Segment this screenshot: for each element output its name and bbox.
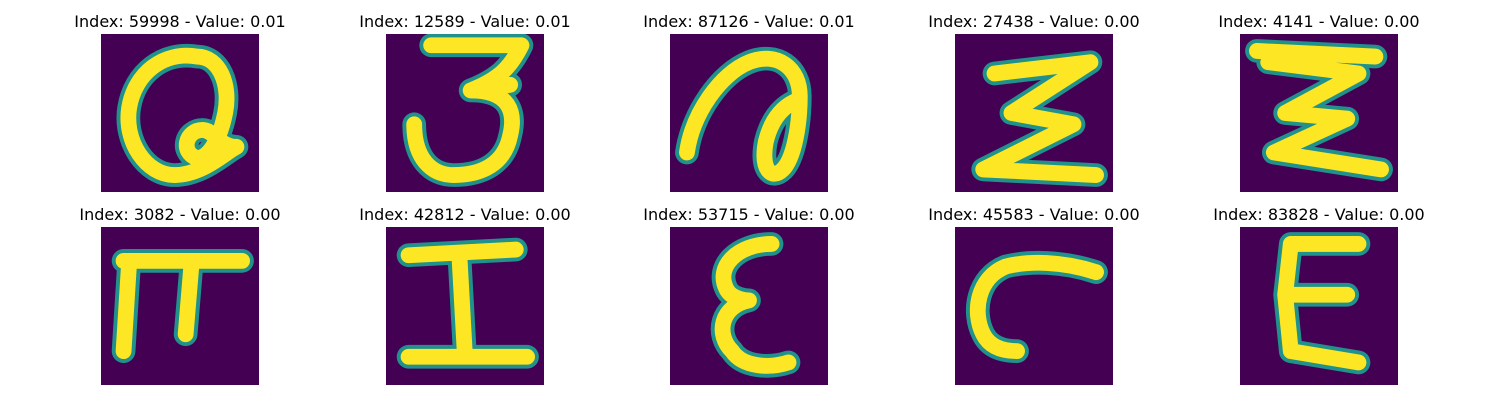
panel-3: Index: 87126 - Value: 0.01	[624, 12, 874, 192]
panel-8: Index: 53715 - Value: 0.00	[624, 205, 874, 385]
digit-image	[386, 34, 544, 192]
panel-5: Index: 4141 - Value: 0.00	[1194, 12, 1444, 192]
digit-image	[955, 227, 1113, 385]
panel-title: Index: 12589 - Value: 0.01	[359, 12, 571, 31]
digit-image	[955, 34, 1113, 192]
digit-image	[1240, 227, 1398, 385]
digit-image	[670, 227, 828, 385]
epsilon-icon	[1273, 232, 1371, 375]
panel-7: Index: 42812 - Value: 0.00	[340, 205, 590, 385]
sigma-icon	[1245, 39, 1393, 182]
capital-i-icon	[396, 237, 539, 369]
panel-10: Index: 83828 - Value: 0.00	[1194, 205, 1444, 385]
panel-title: Index: 87126 - Value: 0.01	[643, 12, 855, 31]
a-tail-icon	[675, 46, 812, 186]
digit-image	[101, 34, 259, 192]
panel-6: Index: 3082 - Value: 0.00	[55, 205, 305, 385]
panel-title: Index: 45583 - Value: 0.00	[928, 205, 1140, 224]
panel-title: Index: 27438 - Value: 0.00	[928, 12, 1140, 31]
panel-title: Index: 59998 - Value: 0.01	[74, 12, 286, 31]
digit-image	[1240, 34, 1398, 192]
panel-title: Index: 4141 - Value: 0.00	[1218, 12, 1420, 31]
panel-4: Index: 27438 - Value: 0.00	[909, 12, 1159, 192]
panel-title: Index: 83828 - Value: 0.00	[1213, 205, 1425, 224]
digit-image	[670, 34, 828, 192]
three-hook-icon	[402, 34, 534, 187]
panel-2: Index: 12589 - Value: 0.01	[340, 12, 590, 192]
sigma-icon	[971, 50, 1108, 187]
digit-image	[386, 227, 544, 385]
pi-icon	[111, 249, 254, 363]
panel-title: Index: 53715 - Value: 0.00	[643, 205, 855, 224]
panel-title: Index: 3082 - Value: 0.00	[79, 205, 281, 224]
panel-1: Index: 59998 - Value: 0.01	[55, 12, 305, 192]
panel-9: Index: 45583 - Value: 0.00	[909, 205, 1159, 385]
digit-image	[101, 227, 259, 385]
epsilon-icon	[710, 232, 801, 378]
panel-title: Index: 42812 - Value: 0.00	[359, 205, 571, 224]
a-loop-icon	[116, 43, 249, 187]
c-curve-icon	[965, 250, 1108, 363]
